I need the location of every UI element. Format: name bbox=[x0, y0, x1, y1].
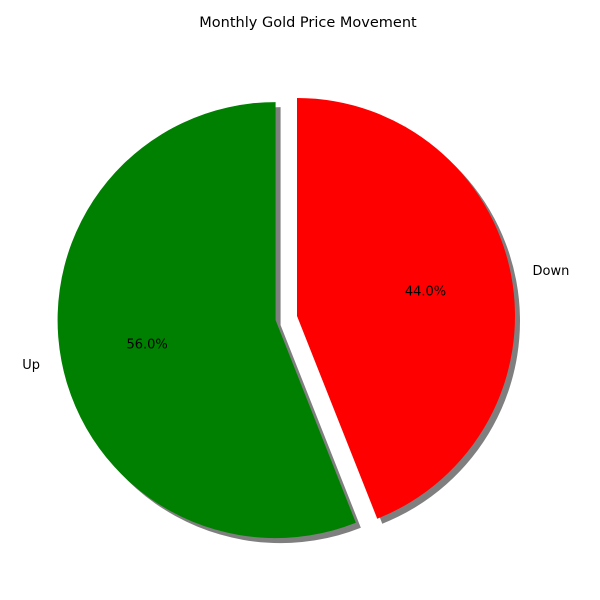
slice-label-down: Down bbox=[533, 264, 570, 279]
slice-percent-up: 56.0% bbox=[126, 338, 167, 353]
labels: Up 56.0% Down 44.0% bbox=[22, 264, 569, 373]
slice-label-up: Up bbox=[22, 358, 40, 373]
chart-title: Monthly Gold Price Movement bbox=[199, 15, 417, 31]
slice-down bbox=[297, 98, 515, 519]
slices bbox=[57, 98, 515, 539]
slice-percent-down: 44.0% bbox=[405, 284, 446, 299]
slice-up bbox=[57, 102, 356, 539]
